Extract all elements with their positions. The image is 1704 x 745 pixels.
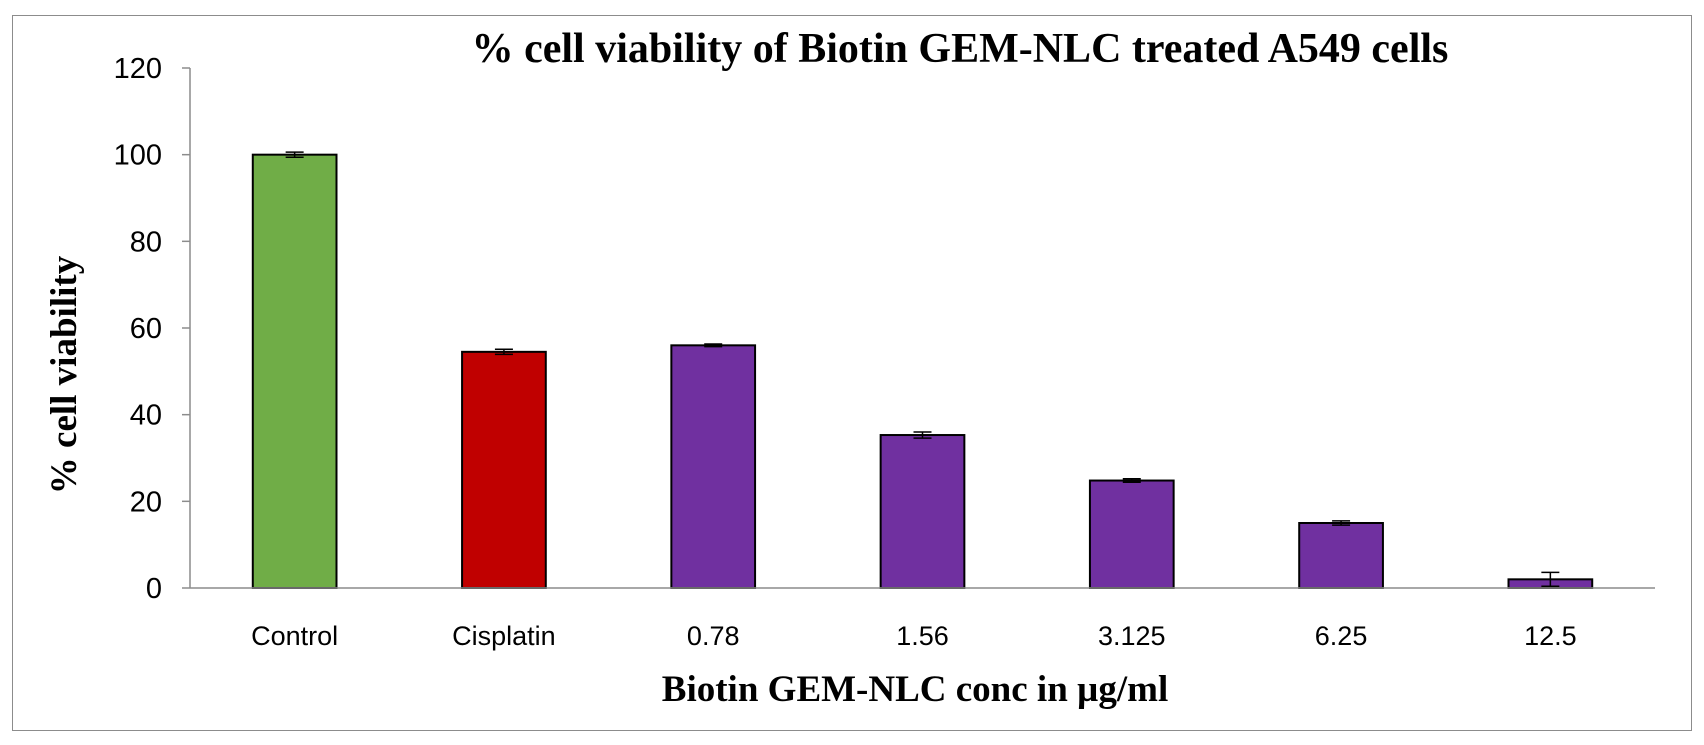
y-axis: 0 20 40 60 80 100 120 bbox=[114, 53, 191, 605]
x-tick-label: Control bbox=[251, 621, 338, 651]
x-tick-label: 0.78 bbox=[687, 621, 740, 651]
x-axis: Control Cisplatin 0.78 1.56 3.125 6.25 12.5 bbox=[190, 587, 1655, 651]
y-tick-label: 60 bbox=[130, 313, 162, 345]
bar bbox=[1088, 479, 1175, 589]
x-tick-label: 12.5 bbox=[1524, 621, 1577, 651]
y-tick-label: 100 bbox=[114, 140, 162, 172]
error-bars-group bbox=[285, 151, 1560, 588]
y-tick-label: 0 bbox=[146, 573, 162, 605]
y-tick-label: 120 bbox=[114, 53, 162, 85]
x-tick-label: 6.25 bbox=[1315, 621, 1368, 651]
bar bbox=[670, 344, 757, 590]
x-tick-label: Cisplatin bbox=[452, 621, 556, 651]
x-tick-label: 1.56 bbox=[896, 621, 949, 651]
y-tick-label: 80 bbox=[130, 226, 162, 258]
x-axis-label: Biotin GEM-NLC conc in µg/ml bbox=[662, 669, 1168, 710]
chart-title: % cell viability of Biotin GEM-NLC treat… bbox=[472, 26, 1449, 72]
bars-group bbox=[251, 153, 1594, 590]
bar bbox=[1298, 522, 1384, 589]
bar bbox=[251, 153, 338, 590]
y-axis-label: % cell viability bbox=[44, 255, 85, 494]
y-tick-label: 40 bbox=[130, 400, 162, 432]
x-tick-label: 3.125 bbox=[1098, 621, 1166, 651]
bar bbox=[879, 434, 966, 589]
bar bbox=[461, 350, 547, 590]
y-tick-label: 20 bbox=[130, 486, 162, 518]
